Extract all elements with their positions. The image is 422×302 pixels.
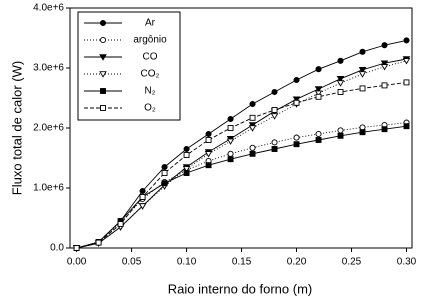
marker <box>227 150 234 157</box>
marker <box>315 137 322 143</box>
marker <box>403 123 410 130</box>
marker <box>271 107 278 113</box>
marker <box>249 114 256 121</box>
marker <box>293 76 300 84</box>
legend-label: N₂ <box>144 86 155 97</box>
marker <box>271 139 278 146</box>
marker <box>314 90 323 97</box>
marker <box>161 163 168 171</box>
marker <box>359 48 366 55</box>
marker <box>337 57 344 64</box>
marker <box>161 180 168 187</box>
y-tick-label: 1.0e+6 <box>33 183 64 194</box>
marker <box>380 60 389 67</box>
marker <box>138 203 147 210</box>
series-line <box>76 58 407 249</box>
marker <box>139 194 146 200</box>
marker <box>271 88 278 96</box>
marker <box>293 99 300 106</box>
series-line <box>76 125 407 249</box>
marker <box>337 132 344 139</box>
marker <box>314 86 323 93</box>
marker <box>315 130 322 138</box>
x-tick-label: 0.10 <box>177 257 197 268</box>
marker <box>358 71 367 78</box>
x-tick-label: 0.25 <box>342 257 362 268</box>
legend-label: Ar <box>145 18 156 29</box>
marker <box>359 85 366 92</box>
legend-label: argônio <box>133 35 167 46</box>
marker <box>337 89 344 95</box>
marker <box>249 150 256 157</box>
y-tick-label: 4.0e+6 <box>33 3 64 14</box>
marker <box>293 141 300 148</box>
marker <box>161 170 168 176</box>
y-tick-label: 3.0e+6 <box>33 63 64 74</box>
marker <box>359 124 366 131</box>
marker <box>182 166 191 173</box>
legend-label: CO <box>143 52 158 63</box>
marker <box>403 37 410 44</box>
marker <box>337 127 344 134</box>
marker <box>249 144 256 151</box>
y-tick-label: 0.0 <box>50 243 64 254</box>
x-tick-label: 0.30 <box>397 257 417 268</box>
marker <box>271 146 278 152</box>
marker <box>183 152 190 158</box>
marker <box>183 170 190 176</box>
marker <box>183 145 190 153</box>
legend-marker <box>99 71 107 78</box>
marker <box>315 93 322 100</box>
marker <box>293 134 300 141</box>
marker <box>336 80 345 87</box>
legend-marker <box>99 19 107 27</box>
marker <box>227 115 234 123</box>
marker <box>359 129 366 136</box>
marker <box>380 64 389 71</box>
legend-marker <box>99 54 107 61</box>
marker <box>117 221 124 227</box>
legend-label: O₂ <box>144 103 156 114</box>
legend: Ar argônio CO CO₂ N₂ O₂ <box>77 11 181 121</box>
marker <box>381 126 388 133</box>
marker <box>315 66 322 73</box>
marker <box>402 58 411 65</box>
marker <box>73 245 80 251</box>
legend-marker <box>99 36 107 44</box>
legend-marker <box>100 88 106 94</box>
marker <box>336 76 345 83</box>
legend-marker <box>100 105 106 111</box>
y-axis-label: Fluxo total de calor (W) <box>9 61 24 195</box>
marker <box>139 187 146 195</box>
x-tick-label: 0.05 <box>122 257 142 268</box>
marker <box>204 151 213 158</box>
marker <box>358 67 367 74</box>
marker <box>248 125 257 132</box>
x-axis-label: Raio interno do forno (m) <box>168 281 313 296</box>
marker <box>205 162 212 169</box>
x-tick-label: 0.00 <box>67 257 87 268</box>
marker <box>227 156 234 163</box>
legend-label: CO₂ <box>141 69 160 80</box>
marker <box>381 82 388 89</box>
marker <box>226 138 235 145</box>
legend-box <box>77 11 181 121</box>
marker <box>403 79 410 86</box>
marker <box>381 42 388 49</box>
marker <box>292 96 301 103</box>
marker <box>249 100 256 108</box>
marker <box>95 239 102 246</box>
marker <box>227 125 234 131</box>
series-line <box>76 39 407 249</box>
marker <box>270 113 279 120</box>
series-line <box>76 81 407 249</box>
x-tick-label: 0.20 <box>287 257 307 268</box>
marker <box>205 130 212 138</box>
x-tick-label: 0.15 <box>232 257 252 268</box>
marker <box>205 137 212 143</box>
series-line <box>76 122 407 249</box>
y-tick-label: 2.0e+6 <box>33 123 64 134</box>
